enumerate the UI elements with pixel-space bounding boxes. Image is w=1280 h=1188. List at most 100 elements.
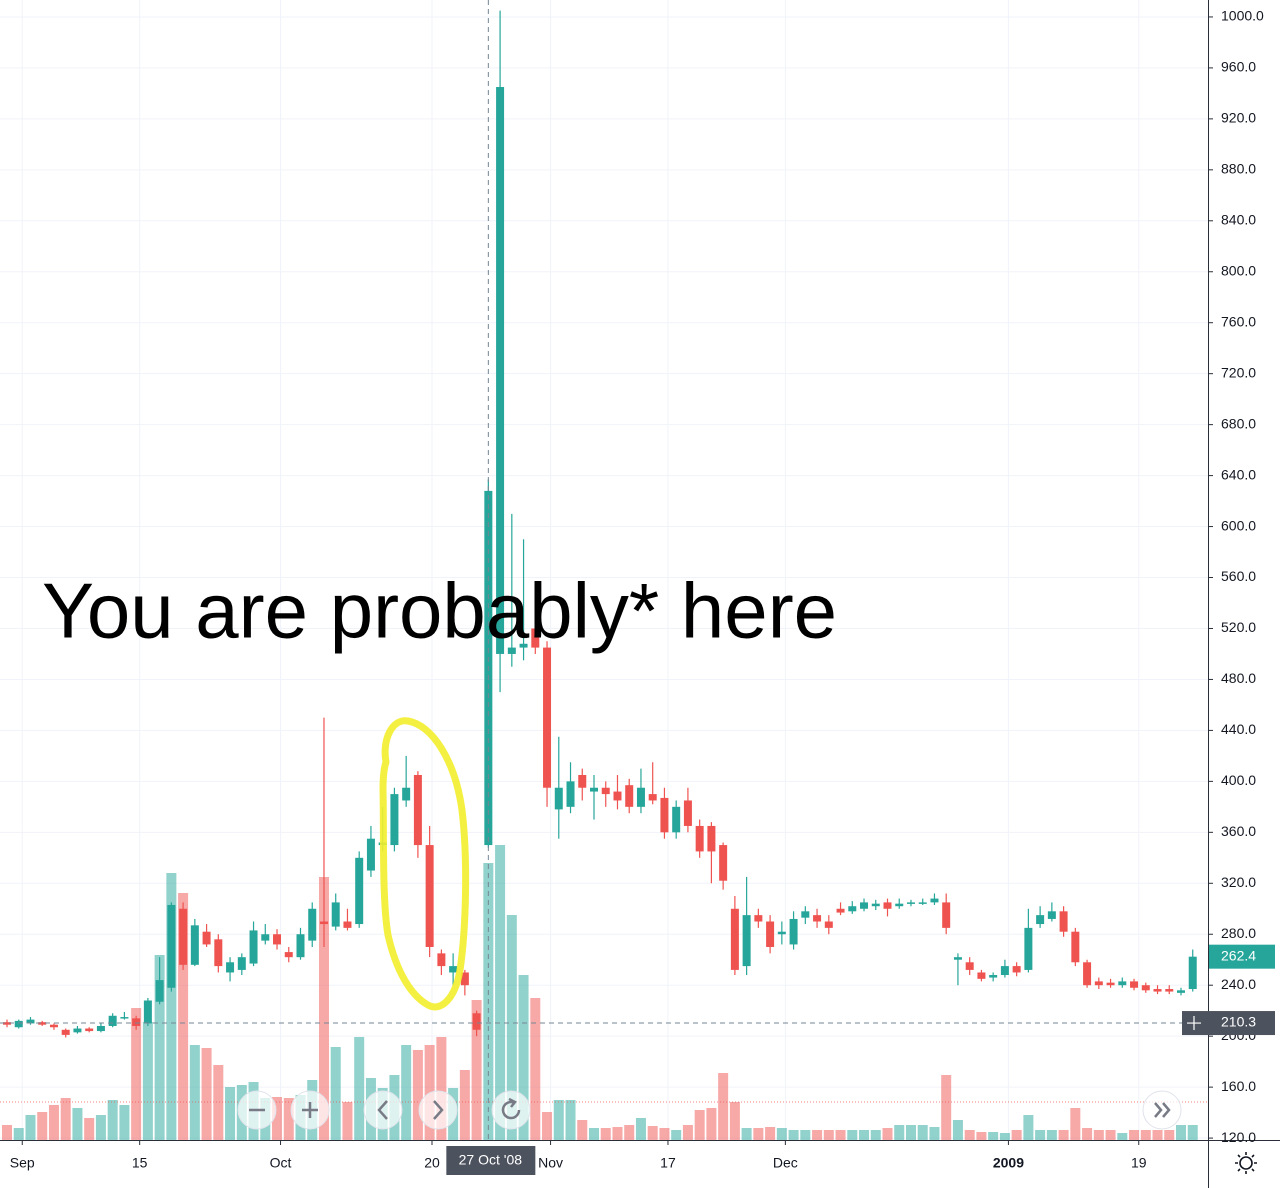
volume-pane	[2, 845, 1198, 1140]
candle-body	[413, 774, 422, 846]
candle-body	[425, 845, 434, 947]
scroll-left-button[interactable]	[363, 1090, 403, 1130]
candle-body	[73, 1028, 82, 1033]
x-tick-label: Sep	[10, 1155, 35, 1171]
candle-body	[695, 825, 704, 852]
volume-bar	[107, 1100, 118, 1140]
candle-body	[226, 962, 235, 973]
highlight-circle	[379, 717, 470, 1011]
y-tick-label: 760.0	[1221, 313, 1256, 329]
candle-body	[214, 939, 223, 967]
candle-body	[942, 902, 951, 928]
candle-body	[402, 787, 411, 801]
x-tick-label: 19	[1131, 1155, 1147, 1171]
y-tick-label: 240.0	[1221, 976, 1256, 992]
price-axis-bg	[1208, 0, 1280, 1188]
candle-body	[813, 915, 822, 922]
volume-bar	[119, 1105, 130, 1140]
candle-body	[85, 1028, 94, 1032]
volume-bar	[647, 1126, 658, 1140]
candle-body	[1024, 927, 1033, 970]
y-tick-label: 160.0	[1221, 1078, 1256, 1094]
volume-bar	[37, 1112, 48, 1140]
volume-bar	[283, 1098, 294, 1140]
y-tick-label: 360.0	[1221, 823, 1256, 839]
y-tick-label: 960.0	[1221, 59, 1256, 75]
candle-body	[683, 800, 692, 826]
scroll-to-end-button[interactable]	[1142, 1090, 1182, 1130]
candle-body	[566, 781, 575, 807]
volume-bar	[718, 1073, 729, 1140]
y-tick-label: 840.0	[1221, 211, 1256, 227]
candle-body	[613, 791, 622, 801]
candle-body	[636, 787, 645, 807]
candle-body	[1130, 981, 1139, 988]
volume-bar	[225, 1087, 236, 1140]
volume-bar	[1011, 1130, 1022, 1140]
candle-body	[143, 1000, 152, 1024]
x-tick-label: Oct	[270, 1155, 292, 1171]
candle-body	[1118, 981, 1127, 986]
y-tick-label: 440.0	[1221, 721, 1256, 737]
y-tick-label: 520.0	[1221, 619, 1256, 635]
volume-bar	[318, 877, 329, 1140]
candle-body	[1036, 915, 1045, 925]
candle-body	[61, 1029, 70, 1035]
candle-body	[895, 903, 904, 907]
candle-body	[836, 908, 845, 913]
last-price-label: 262.4	[1221, 947, 1256, 963]
volume-bar	[506, 915, 517, 1140]
volume-bar	[412, 1050, 423, 1140]
time-axis-bg	[0, 1140, 1280, 1188]
volume-bar	[1082, 1128, 1093, 1140]
volume-bar	[929, 1127, 940, 1140]
volume-bar	[753, 1128, 764, 1140]
settings-button[interactable]	[1235, 1152, 1257, 1174]
candle-body	[930, 898, 939, 903]
volume-bar	[765, 1127, 776, 1140]
candle-body	[38, 1022, 47, 1025]
reset-button[interactable]	[491, 1090, 531, 1130]
candle-body	[120, 1017, 129, 1019]
x-tick-label: 17	[660, 1155, 676, 1171]
volume-bar	[999, 1133, 1010, 1140]
candle-body	[237, 957, 246, 970]
volume-bar	[1023, 1115, 1034, 1140]
candle-body	[507, 647, 516, 654]
zoom-out-button[interactable]	[237, 1090, 277, 1130]
volume-bar	[530, 998, 541, 1140]
x-tick-label: 2009	[993, 1155, 1024, 1171]
candle-body	[777, 931, 786, 935]
volume-bar	[142, 1022, 153, 1140]
volume-bar	[518, 975, 529, 1140]
zoom-in-button[interactable]	[290, 1090, 330, 1130]
candle-body	[261, 934, 270, 941]
volume-bar	[565, 1100, 576, 1140]
candle-body	[860, 902, 869, 909]
candle-body	[449, 966, 458, 973]
candle-body	[660, 797, 669, 833]
volume-bar	[894, 1125, 905, 1140]
y-tick-label: 920.0	[1221, 110, 1256, 126]
volume-bar	[2, 1125, 12, 1140]
candle-body	[1141, 985, 1150, 991]
volume-bar	[354, 1037, 365, 1140]
volume-bar	[401, 1045, 412, 1140]
candle-body	[296, 934, 305, 958]
y-tick-label: 400.0	[1221, 772, 1256, 788]
candle-body	[167, 904, 176, 988]
volume-bar	[72, 1108, 83, 1140]
volume-bar	[964, 1130, 975, 1140]
candle-body	[273, 934, 282, 945]
candle-body	[848, 906, 857, 912]
candle-body	[1165, 989, 1174, 992]
scroll-right-button[interactable]	[418, 1090, 458, 1130]
volume-bar	[589, 1128, 599, 1140]
candle-body	[1012, 966, 1021, 973]
volume-bar	[1058, 1130, 1069, 1140]
crosshair-price-box	[1182, 1011, 1275, 1036]
volume-bar	[847, 1130, 858, 1140]
volume-bar	[166, 873, 177, 1140]
volume-bar	[1070, 1108, 1081, 1140]
